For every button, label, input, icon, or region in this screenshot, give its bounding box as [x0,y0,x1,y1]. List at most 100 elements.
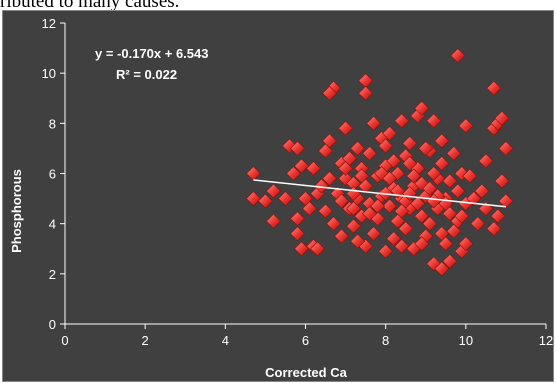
data-point [394,113,410,129]
data-point [486,80,502,96]
data-point [358,73,374,89]
data-point [290,140,305,156]
r-squared-label: R² = 0.022 [116,67,177,82]
scatter-chart: 0 2 4 6 8 10 12 0 2 4 6 8 10 12 Corrected Ca Phosphor… [2,10,554,382]
y-tick-label: 8 [49,116,56,131]
x-tick-label: 10 [459,333,473,348]
data-point [498,193,514,209]
y-tick-label: 0 [49,317,56,332]
data-point [454,208,470,224]
y-tick-label: 2 [49,267,56,282]
data-point [426,166,442,181]
data-point [294,241,309,257]
data-point [494,173,510,189]
data-point [354,168,370,184]
y-tick-label: 4 [49,217,56,232]
data-point [458,236,474,252]
x-tick-label: 2 [142,333,149,348]
data-point [442,173,458,189]
data-point [382,125,398,141]
data-point [257,193,273,209]
data-point [486,221,502,237]
data-point [386,153,402,169]
data-point [306,161,321,176]
data-point [266,183,281,199]
data-point [318,203,333,219]
data-point [338,161,354,176]
data-point [358,85,374,101]
data-point [370,198,386,214]
y-axis-title: Phosphorous [9,169,24,253]
data-point [406,168,422,184]
data-point [298,191,313,207]
data-point [402,135,418,151]
data-point [382,171,398,186]
x-axis-title: Corrected Ca [265,365,347,380]
chart-plot-area: 0 2 4 6 8 10 12 0 2 4 6 8 10 12 Corrected Ca Phosphor… [9,16,553,380]
data-point [366,226,382,242]
data-point [434,156,450,171]
data-point [382,198,398,214]
y-tick-label: 6 [49,167,56,182]
data-point [422,181,438,196]
y-tick-label: 12 [42,16,56,31]
x-tick-label: 8 [382,333,389,348]
data-point [434,226,450,242]
data-point [402,156,418,171]
data-point [378,243,394,259]
data-point [350,140,366,156]
data-point [474,183,490,199]
data-point [278,191,293,207]
x-tick-label: 12 [539,333,553,348]
data-point [422,216,438,232]
data-point [470,216,486,232]
data-point [362,206,378,222]
data-point [490,208,506,224]
data-point [410,196,426,212]
data-point [266,213,281,229]
y-tick-label: 10 [42,66,56,81]
data-point [458,118,474,134]
data-point [334,193,349,209]
data-point [350,233,366,249]
data-point [366,115,382,131]
data-point [478,153,494,169]
data-point [378,138,394,154]
data-point [290,211,305,227]
data-point [286,166,301,181]
data-point [434,261,450,277]
data-point [414,100,430,116]
data-point [245,166,261,181]
cropped-body-text: ributed to many causes. [0,0,180,12]
data-point [394,238,410,254]
data-point [245,191,261,207]
data-point [414,236,430,252]
x-tick-label: 4 [222,333,229,348]
data-point [442,253,458,269]
data-point [446,146,462,161]
data-point [362,146,378,161]
data-point [314,178,329,194]
data-point [394,203,410,219]
data-point [450,48,466,64]
data-point [498,140,514,156]
data-point [346,218,362,234]
data-point [294,158,309,174]
data-point [418,140,434,156]
data-point [434,133,450,149]
data-point [494,110,510,126]
data-point [326,216,341,232]
data-point [466,191,482,207]
data-point [462,168,478,184]
x-tick-label: 0 [61,333,68,348]
data-point [290,226,305,242]
x-tick-label: 6 [302,333,309,348]
data-point [386,231,402,247]
data-point [322,133,337,149]
data-point [322,85,337,101]
data-point [310,241,325,257]
data-point [398,221,414,237]
data-point [334,228,349,244]
trendline [253,179,506,208]
data-point [426,113,442,129]
